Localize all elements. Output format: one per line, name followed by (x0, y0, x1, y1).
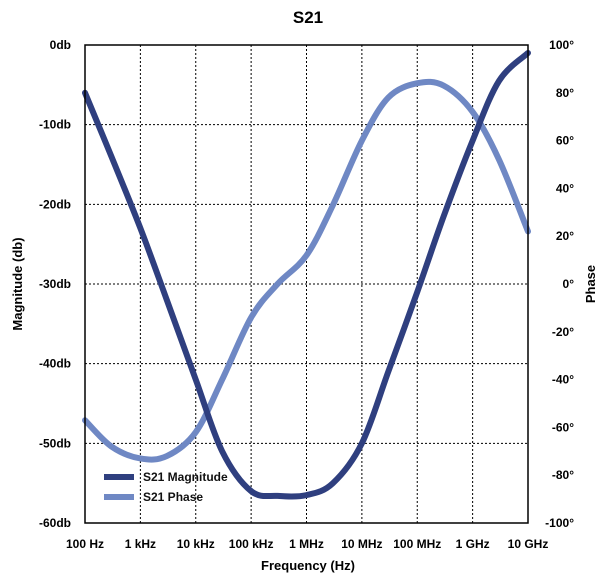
legend: S21 Magnitude S21 Phase (104, 470, 228, 504)
chart-title: S21 (293, 8, 323, 27)
plot-frame (84, 44, 529, 524)
phase-series-line (82, 78, 531, 463)
y2-tick-label: -80° (552, 468, 574, 482)
x-axis-title: Frequency (Hz) (261, 558, 355, 573)
x-tick-label: 1 GHz (456, 537, 490, 551)
y-tick-label: -30db (39, 277, 71, 291)
x-tick-label: 1 kHz (125, 537, 156, 551)
tick-labels: 100 Hz 1 kHz 10 kHz 100 kHz 1 MHz 10 MHz 100 M… (39, 38, 574, 551)
legend-label: S21 Magnitude (143, 470, 228, 484)
x-tick-label: 10 MHz (341, 537, 382, 551)
y-tick-label: -50db (39, 436, 71, 450)
y2-tick-label: -100° (545, 516, 574, 530)
y2-tick-label: -40° (552, 373, 574, 387)
x-tick-label: 100 kHz (229, 537, 274, 551)
legend-label: S21 Phase (143, 490, 203, 504)
y-tick-label: -60db (39, 516, 71, 530)
y-tick-label: -10db (39, 118, 71, 132)
y2-tick-label: 40° (556, 181, 574, 195)
y2-tick-label: 80° (556, 86, 574, 100)
x-tick-label: 10 GHz (508, 537, 549, 551)
x-tick-label: 1 MHz (289, 537, 324, 551)
series-layer (82, 49, 531, 500)
y2-tick-label: -60° (552, 420, 574, 434)
y-axis-title: Magnitude (db) (10, 237, 25, 330)
grid (85, 45, 528, 523)
x-tick-label: 10 kHz (177, 537, 215, 551)
y2-tick-label: 100° (549, 38, 574, 52)
y-tick-label: -20db (39, 197, 71, 211)
x-tick-label: 100 MHz (393, 537, 441, 551)
y-tick-label: -40db (39, 357, 71, 371)
magnitude-series-line (82, 49, 531, 500)
y2-tick-label: 0° (563, 277, 575, 291)
y2-tick-label: 20° (556, 229, 574, 243)
y-tick-label: 0db (50, 38, 71, 52)
y2-axis-title: Phase (583, 265, 598, 303)
y2-tick-label: 60° (556, 134, 574, 148)
y2-tick-label: -20° (552, 325, 574, 339)
x-tick-label: 100 Hz (66, 537, 104, 551)
